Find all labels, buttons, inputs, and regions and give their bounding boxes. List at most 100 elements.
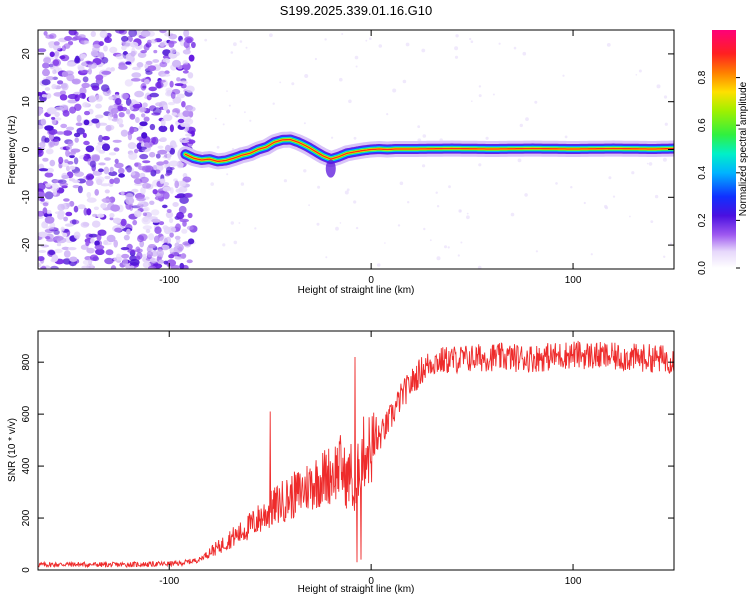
noise-blob xyxy=(86,197,97,203)
noise-blob xyxy=(53,45,62,51)
noise-blob xyxy=(82,132,87,138)
noise-blob xyxy=(183,30,190,38)
noise-blob xyxy=(49,159,56,167)
noise-blob xyxy=(151,209,160,216)
noise-blob xyxy=(186,225,194,231)
noise-blob xyxy=(38,262,42,268)
noise-blob xyxy=(91,44,101,49)
noise-blob xyxy=(79,92,86,99)
noise-blob xyxy=(165,87,173,94)
noise-speck xyxy=(469,37,472,41)
noise-blob xyxy=(155,153,161,159)
noise-blob xyxy=(120,218,127,227)
noise-blob xyxy=(153,49,158,54)
noise-speck xyxy=(348,99,352,104)
noise-blob xyxy=(148,244,157,249)
noise-blob xyxy=(90,237,95,244)
noise-blob xyxy=(38,231,48,238)
noise-blob xyxy=(88,233,98,238)
noise-blob xyxy=(175,223,181,232)
noise-blob xyxy=(52,69,57,75)
noise-speck xyxy=(448,185,451,189)
noise-speck xyxy=(447,246,450,249)
noise-blob xyxy=(62,258,72,265)
noise-blob xyxy=(86,61,94,65)
noise-speck xyxy=(222,123,225,126)
noise-speck xyxy=(240,182,245,186)
noise-blob xyxy=(98,41,104,47)
noise-speck xyxy=(399,181,404,186)
noise-blob xyxy=(83,140,90,146)
noise-blob xyxy=(42,202,49,207)
noise-blob xyxy=(176,77,181,82)
noise-blob xyxy=(172,96,182,104)
noise-blob xyxy=(157,145,164,149)
noise-speck xyxy=(341,33,344,35)
noise-blob xyxy=(59,94,68,101)
noise-blob xyxy=(60,226,65,232)
noise-blob xyxy=(91,118,100,124)
snr-y-label: SNR (10 * v/v) xyxy=(7,418,18,482)
noise-blob xyxy=(82,259,91,266)
noise-blob xyxy=(108,96,114,101)
noise-blob xyxy=(97,122,108,126)
noise-blob xyxy=(96,213,105,218)
noise-speck xyxy=(522,51,527,56)
noise-blob xyxy=(114,158,119,164)
x-tick-label: 0 xyxy=(368,275,374,286)
noise-blob xyxy=(175,238,181,243)
noise-blob xyxy=(58,156,64,165)
noise-speck xyxy=(454,46,459,51)
noise-blob xyxy=(163,191,170,200)
noise-blob xyxy=(59,104,69,110)
noise-speck xyxy=(303,122,306,125)
noise-blob xyxy=(152,59,160,63)
noise-speck xyxy=(226,173,229,176)
noise-blob xyxy=(164,144,171,152)
noise-blob xyxy=(157,149,168,155)
noise-blob xyxy=(38,182,46,191)
noise-speck xyxy=(663,255,666,258)
noise-speck xyxy=(231,147,235,151)
noise-blob xyxy=(127,249,137,254)
noise-blob xyxy=(174,180,179,189)
noise-blob xyxy=(86,247,95,254)
noise-blob xyxy=(71,219,77,225)
spectrogram-x-ticks: -100 0 100 xyxy=(159,30,582,286)
noise-blob xyxy=(74,57,81,64)
noise-blob xyxy=(136,197,147,202)
noise-blob xyxy=(162,204,168,209)
noise-blob xyxy=(139,146,147,150)
noise-speck xyxy=(316,222,320,226)
noise-blob xyxy=(104,157,111,161)
noise-blob xyxy=(163,114,173,122)
noise-speck xyxy=(429,239,432,242)
noise-blob xyxy=(95,248,105,256)
noise-speck xyxy=(407,201,410,204)
noise-speck xyxy=(444,245,447,249)
noise-speck xyxy=(669,242,673,245)
noise-blob xyxy=(118,65,128,70)
noise-speck xyxy=(238,222,241,224)
noise-blob xyxy=(144,79,150,85)
noise-speck xyxy=(353,136,357,140)
noise-blob xyxy=(149,123,156,131)
noise-blob xyxy=(90,50,99,57)
snr-x-label: Height of straight line (km) xyxy=(298,584,415,595)
noise-speck xyxy=(376,263,381,267)
noise-speck xyxy=(423,227,426,231)
noise-blob xyxy=(172,202,179,207)
noise-blob xyxy=(124,79,133,87)
noise-speck xyxy=(216,145,220,149)
noise-speck xyxy=(562,74,565,77)
noise-blob xyxy=(141,165,152,173)
noise-blob xyxy=(103,166,110,175)
noise-blob xyxy=(134,90,145,98)
y-tick-label: -10 xyxy=(21,190,32,205)
noise-blob xyxy=(91,220,101,228)
noise-speck xyxy=(535,250,539,253)
colorbar-ticks: 0.0 0.2 0.4 0.6 0.8 xyxy=(697,70,740,275)
noise-blob xyxy=(185,85,195,93)
noise-blob xyxy=(138,125,143,130)
noise-speck xyxy=(283,179,287,183)
